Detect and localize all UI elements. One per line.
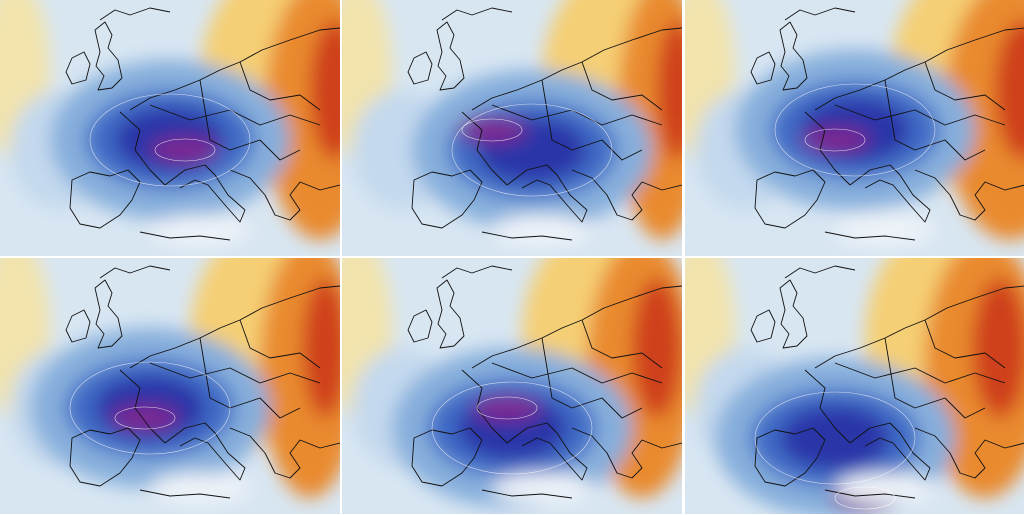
hot-core xyxy=(657,20,682,160)
snow-patch xyxy=(492,473,592,503)
cold-core xyxy=(780,406,890,470)
snow-patch xyxy=(150,473,250,503)
snow-patch xyxy=(835,473,935,503)
map-panel xyxy=(685,0,1024,256)
contour xyxy=(476,396,538,420)
map-panel xyxy=(0,0,340,256)
field xyxy=(0,0,340,245)
map-panel xyxy=(342,258,682,514)
very-cold xyxy=(110,405,180,431)
hot-core xyxy=(972,278,1024,418)
very-cold xyxy=(472,395,542,421)
contour xyxy=(834,486,896,510)
snow-patch xyxy=(492,215,592,245)
contour xyxy=(461,118,523,142)
field xyxy=(342,0,682,245)
contour xyxy=(89,93,251,187)
hot-core xyxy=(310,20,340,160)
very-cold xyxy=(800,127,870,153)
field xyxy=(0,258,340,503)
very-cold xyxy=(150,137,220,163)
hot-core xyxy=(632,278,682,418)
snow-patch xyxy=(835,215,935,245)
map-panel xyxy=(342,0,682,256)
contour xyxy=(69,361,231,455)
map-panel xyxy=(0,258,340,514)
contour xyxy=(431,381,593,475)
very-cold xyxy=(457,117,527,143)
contour xyxy=(114,406,176,430)
contour xyxy=(774,83,936,177)
map-panel xyxy=(685,258,1024,514)
hot-core xyxy=(995,20,1024,160)
contour xyxy=(154,138,216,162)
contour xyxy=(804,128,866,152)
contour xyxy=(451,103,613,197)
hot-core xyxy=(302,278,340,418)
snow-patch xyxy=(150,215,250,245)
contour xyxy=(754,391,916,485)
